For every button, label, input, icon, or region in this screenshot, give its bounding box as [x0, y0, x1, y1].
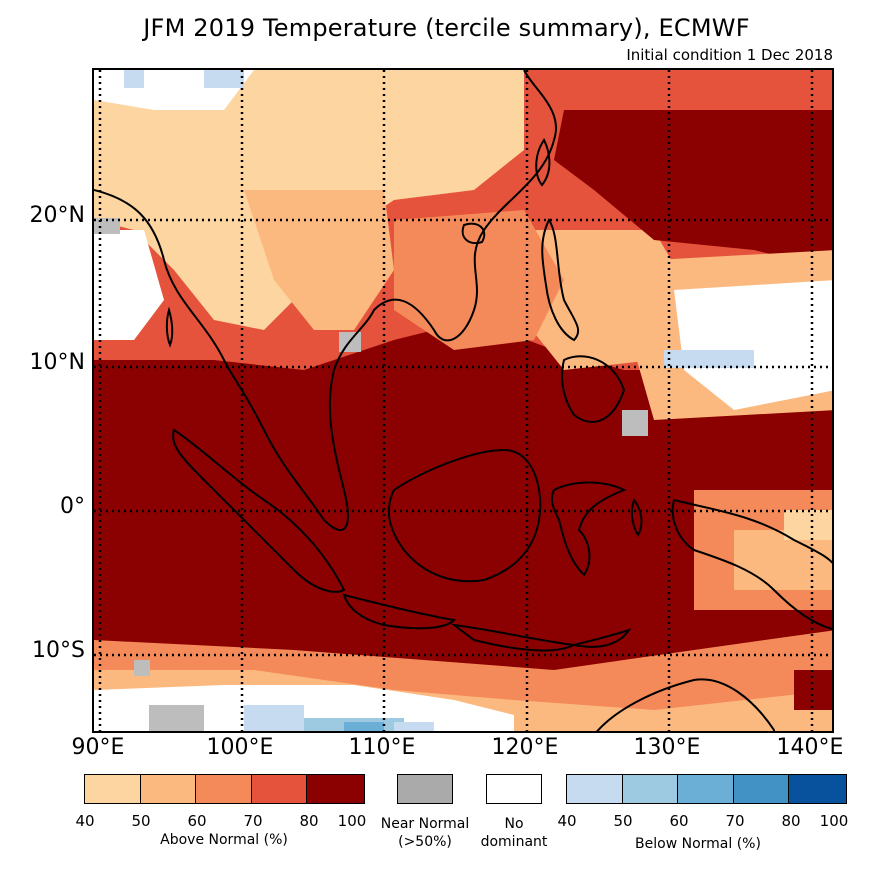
- legend-near-normal-caption: Near Normal (>50%): [365, 815, 485, 851]
- coast-sumatra: [172, 428, 346, 593]
- legend-below-tick: 70: [725, 812, 745, 830]
- legend-below-swatch-40: [567, 775, 623, 803]
- cell-gray-south-1: [149, 705, 204, 731]
- cell-blue-north-1: [124, 70, 144, 88]
- cell-blue-south-4: [394, 722, 434, 731]
- legend-below-label: Below Normal (%): [635, 836, 761, 852]
- legend-below-normal-bar: [566, 774, 847, 804]
- legend-above-tick: 100: [337, 812, 367, 830]
- legend-above-swatch-50: [140, 775, 197, 803]
- legend-above-tick: 60: [187, 812, 207, 830]
- coast-taiwan: [535, 138, 551, 187]
- coast-timor: [573, 628, 632, 648]
- legend-near-normal-line2: (>50%): [398, 834, 452, 850]
- initial-condition-subtitle: Initial condition 1 Dec 2018: [626, 46, 833, 64]
- lat-label-0: 0°: [60, 494, 85, 519]
- legend-near-normal-swatch: [397, 774, 453, 804]
- coast-hainan: [461, 222, 486, 244]
- legend-below-tick: 100: [819, 812, 849, 830]
- lat-label-10N: 10°N: [29, 350, 85, 375]
- lon-label-130E: 130°E: [633, 735, 701, 760]
- lon-label-140E: 140°E: [776, 735, 844, 760]
- legend-above-tick: 80: [299, 812, 319, 830]
- legend-above-swatch-40: [85, 775, 141, 803]
- coast-maluku: [630, 497, 643, 537]
- legend-above-tick: 40: [75, 812, 95, 830]
- field-china-pale: [384, 70, 524, 180]
- field-india-white: [94, 230, 164, 340]
- cell-newguinea-pale: [784, 510, 832, 540]
- coast-australia: [596, 678, 775, 731]
- graticule: [94, 70, 832, 731]
- coast-borneo: [387, 448, 542, 583]
- cell-blue-north-2: [204, 70, 244, 88]
- coast-sulawesi: [550, 481, 627, 577]
- legend-no-dominant-swatch: [486, 774, 542, 804]
- lon-label-110E: 110°E: [348, 735, 416, 760]
- field-pacific-white: [674, 280, 832, 410]
- legend-no-dominant-caption: No dominant: [464, 815, 564, 851]
- cell-gray-mindanao: [622, 410, 648, 436]
- lon-label-120E: 120°E: [491, 735, 559, 760]
- coast-java: [342, 593, 457, 630]
- legend-above-swatch-80: [307, 775, 365, 803]
- legend-below-tick: 40: [557, 812, 577, 830]
- legend-above-normal-bar: [84, 774, 365, 804]
- coast-newguinea: [671, 498, 832, 630]
- legend-below-swatch-60: [678, 775, 734, 803]
- legend-no-dominant-line1: No: [504, 816, 524, 832]
- cell-blue-south-3: [344, 722, 384, 731]
- lon-label-90E: 90°E: [71, 735, 125, 760]
- legend-below-tick: 80: [781, 812, 801, 830]
- cell-blue-south-1: [244, 705, 304, 731]
- field-mainland-low: [244, 190, 394, 330]
- legend-below-tick: 60: [669, 812, 689, 830]
- coast-philippines-luzon: [541, 218, 580, 342]
- lat-label-10S: 10°S: [32, 638, 85, 663]
- legend-below-swatch-50: [622, 775, 679, 803]
- legend-above-swatch-70: [251, 775, 308, 803]
- lon-label-100E: 100°E: [206, 735, 274, 760]
- coast-philippines-mindanao: [561, 355, 626, 423]
- chart-title: JFM 2019 Temperature (tercile summary), …: [143, 14, 750, 42]
- legend-below-swatch-70: [733, 775, 790, 803]
- legend-above-swatch-60: [196, 775, 252, 803]
- legend-above-tick: 70: [243, 812, 263, 830]
- tercile-map: [92, 68, 834, 733]
- coastlines: [94, 70, 832, 731]
- legend-no-dominant-line2: dominant: [480, 834, 548, 850]
- legend-below-tick: 50: [613, 812, 633, 830]
- lat-label-20N: 20°N: [29, 203, 85, 228]
- field-pacific-deep: [554, 110, 832, 270]
- legend-near-normal-line1: Near Normal: [380, 816, 470, 832]
- field-scs-mid: [394, 210, 564, 350]
- coast-andaman: [165, 306, 174, 348]
- map-svg: [94, 70, 832, 731]
- legend-below-swatch-80: [789, 775, 847, 803]
- legend-above-label: Above Normal (%): [160, 832, 288, 848]
- legend-above-tick: 50: [131, 812, 151, 830]
- cell-deep-south-east: [794, 670, 832, 710]
- cell-blue-pacific: [664, 350, 754, 368]
- cell-gray-south-2: [134, 660, 150, 676]
